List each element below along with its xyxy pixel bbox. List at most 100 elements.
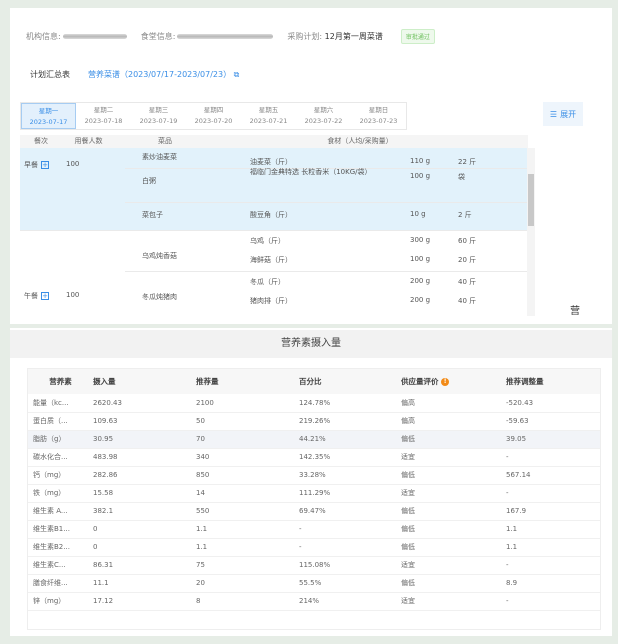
ingredient-name: 乌鸡（斤） xyxy=(250,237,285,245)
adjustment-cell: -520.43 xyxy=(501,394,600,413)
menu-link-text: 营养菜谱（2023/07/17-2023/07/23） xyxy=(88,70,232,79)
header-label: 营养素 xyxy=(49,377,72,386)
tab-day[interactable]: 星期六 2023-07-22 xyxy=(296,103,351,129)
dish-name: 乌鸡炖香菇 xyxy=(142,252,177,260)
info-row: 机构信息: 食堂信息: 采购计划: 12月第一周菜谱 审批通过 xyxy=(26,29,435,44)
per-person-amount: 200 g xyxy=(410,296,431,304)
row-divider xyxy=(125,168,528,169)
evaluation-cell: 偏低 xyxy=(396,574,501,593)
expand-meal-icon[interactable]: + xyxy=(41,161,49,169)
recommended-cell: 20 xyxy=(191,574,294,593)
day-name: 星期日 xyxy=(368,106,389,114)
nutrition-row: 维生素C... 86.31 75 115.08% 适宜 - xyxy=(28,556,600,575)
meal-name: 早餐 + xyxy=(24,161,49,169)
percentage-cell: 69.47% xyxy=(294,502,396,521)
percentage-cell: 111.29% xyxy=(294,484,396,503)
adjustment-cell: -59.63 xyxy=(501,412,600,431)
tab-day[interactable]: 星期三 2023-07-19 xyxy=(131,103,186,129)
scrollbar-thumb[interactable] xyxy=(528,174,534,226)
percentage-cell: 214% xyxy=(294,592,396,611)
expand-meal-icon[interactable]: + xyxy=(41,292,49,300)
plan-value: 12月第一周菜谱 xyxy=(324,32,383,41)
header-label: 供应量评价 xyxy=(401,377,439,386)
adjustment-cell: 8.9 xyxy=(501,574,600,593)
day-name: 星期五 xyxy=(258,106,279,114)
recommended-cell: 50 xyxy=(191,412,294,431)
meal-count: 100 xyxy=(66,291,80,299)
recommended-cell: 75 xyxy=(191,556,294,575)
day-name: 星期一 xyxy=(38,107,59,115)
per-person-amount: 110 g xyxy=(410,157,431,165)
ingredient-name: 油麦菜（斤） xyxy=(250,158,292,166)
ingredient-name: 猪肉排（斤） xyxy=(250,297,292,305)
ingredient-name: 酸豆角（斤） xyxy=(250,211,292,219)
nutrition-header: 推荐调整量 xyxy=(501,369,600,394)
intake-cell: 15.58 xyxy=(88,484,191,503)
recommended-cell: 340 xyxy=(191,448,294,467)
nutrition-header: 摄入量 xyxy=(88,369,191,394)
tab-day[interactable]: 星期四 2023-07-20 xyxy=(186,103,241,129)
header-label: 推荐量 xyxy=(196,377,219,386)
percentage-cell: 219.26% xyxy=(294,412,396,431)
tab-day[interactable]: 星期五 2023-07-21 xyxy=(241,103,296,129)
nutrient-cell: 膳食纤维... xyxy=(28,574,88,593)
percentage-cell: 142.35% xyxy=(294,448,396,467)
row-divider xyxy=(125,271,528,272)
header-dish: 菜品 xyxy=(158,137,172,145)
dish-name: 白粥 xyxy=(142,177,156,185)
adjustment-cell: - xyxy=(501,484,600,503)
side-char: 营 xyxy=(570,306,580,317)
expand-button[interactable]: ☰ 展开 xyxy=(543,102,583,126)
day-tabs: 星期一 2023-07-17 星期二 2023-07-18 星期三 2023-07-19 星… xyxy=(20,102,407,130)
intake-cell: 483.98 xyxy=(88,448,191,467)
info-icon[interactable]: ! xyxy=(441,378,450,386)
tab-day[interactable]: 星期二 2023-07-18 xyxy=(76,103,131,129)
recommended-cell: 1.1 xyxy=(191,538,294,557)
percentage-cell: 33.28% xyxy=(294,466,396,485)
scrollbar[interactable] xyxy=(527,148,535,316)
recommended-cell: 14 xyxy=(191,484,294,503)
dish-name: 素炒油麦菜 xyxy=(142,153,177,161)
header-label: 百分比 xyxy=(299,377,322,386)
tab-day[interactable]: 星期一 2023-07-17 xyxy=(21,103,76,129)
evaluation-cell: 偏低 xyxy=(396,502,501,521)
nutrient-cell: 钙（mg） xyxy=(28,466,88,485)
nutrition-row: 铁（mg） 15.58 14 111.29% 适宜 - xyxy=(28,484,600,503)
nutrient-cell: 脂肪（g） xyxy=(28,430,88,449)
day-date: 2023-07-22 xyxy=(304,117,343,125)
dish-name: 菜包子 xyxy=(142,211,163,219)
recommended-cell: 550 xyxy=(191,502,294,521)
header-label: 推荐调整量 xyxy=(506,377,544,386)
nutrient-cell: 能量（kc... xyxy=(28,394,88,413)
adjustment-cell: 1.1 xyxy=(501,520,600,539)
evaluation-cell: 偏低 xyxy=(396,538,501,557)
nutrient-cell: 维生素C... xyxy=(28,556,88,575)
recommended-cell: 850 xyxy=(191,466,294,485)
intake-cell: 0 xyxy=(88,520,191,539)
nutrient-cell: 碳水化合... xyxy=(28,448,88,467)
menu-link[interactable]: 营养菜谱（2023/07/17-2023/07/23） ⧉ xyxy=(88,69,239,80)
day-date: 2023-07-18 xyxy=(84,117,123,125)
recommended-cell: 8 xyxy=(191,592,294,611)
day-date: 2023-07-21 xyxy=(249,117,288,125)
day-name: 星期六 xyxy=(313,106,334,114)
percentage-cell: 55.5% xyxy=(294,574,396,593)
nutrition-row: 蛋白质（... 109.63 50 219.26% 偏高 -59.63 xyxy=(28,412,600,431)
intake-cell: 109.63 xyxy=(88,412,191,431)
meal-table: 餐次 用餐人数 菜品 食材（人均/采购量） 早餐 + 100 午餐 + 100 素炒油麦菜油… xyxy=(20,135,528,315)
adjustment-cell: 167.9 xyxy=(501,502,600,521)
meal-table-header: 餐次 用餐人数 菜品 食材（人均/采购量） xyxy=(20,135,528,148)
per-person-amount: 200 g xyxy=(410,277,431,285)
meal-count: 100 xyxy=(66,160,80,168)
status-badge: 审批通过 xyxy=(400,29,435,44)
evaluation-cell: 偏高 xyxy=(396,412,501,431)
page-title: 计划汇总表 xyxy=(30,70,70,79)
nutrient-cell: 铁（mg） xyxy=(28,484,88,503)
org-value-redacted xyxy=(62,34,127,39)
evaluation-cell: 适宜 xyxy=(396,592,501,611)
canteen-label: 食堂信息: xyxy=(140,32,176,41)
per-person-amount: 300 g xyxy=(410,236,431,244)
nutrition-header: 营养素 xyxy=(28,369,88,394)
tab-day[interactable]: 星期日 2023-07-23 xyxy=(351,103,406,129)
nutrient-cell: 维生素B2... xyxy=(28,538,88,557)
